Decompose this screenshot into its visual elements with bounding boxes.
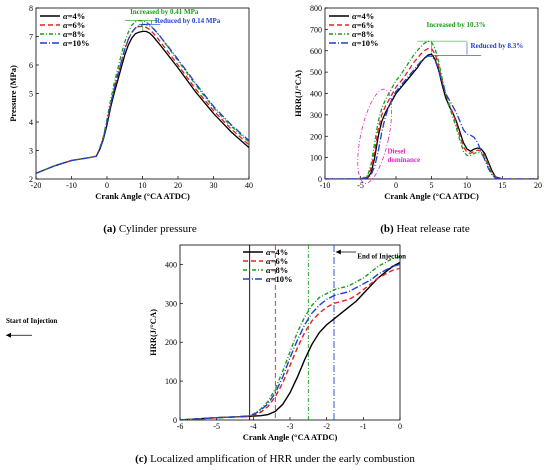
y-tick-label: 800 (310, 4, 322, 13)
x-tick-label: -4 (250, 422, 257, 431)
x-tick-label: 10 (463, 181, 471, 190)
y-tick-label: 7 (29, 33, 33, 42)
series-line-4 (36, 23, 249, 174)
y-axis-label: Pressure (MPa) (8, 65, 18, 122)
y-tick-label: 600 (310, 47, 322, 56)
x-tick-label: -1 (360, 422, 367, 431)
legend-entry: α=8% (266, 265, 288, 275)
legend-entry: α=8% (63, 29, 85, 39)
x-tick-label: -10 (320, 181, 331, 190)
caption-b: (b) Heat release rate (380, 223, 470, 235)
y-axis-label: HRR(J/°CA) (148, 309, 158, 356)
y-tick-label: 400 (165, 260, 177, 269)
x-tick-label: -10 (66, 181, 77, 190)
chart-a: -20 -10 0 10 20 30 40 2 3 4 5 6 7 8 Crank Angle (°CA A… (8, 4, 253, 235)
legend-entry: α=6% (63, 20, 85, 30)
x-tick-label: 15 (499, 181, 507, 190)
x-tick-label: -6 (177, 422, 184, 431)
x-tick-label: 10 (139, 181, 147, 190)
legend-entry: α=6% (352, 20, 374, 30)
annotation-increase: Increased by 0.41 MPa (130, 8, 199, 16)
y-tick-label: 200 (165, 338, 177, 347)
series-line-2 (325, 47, 538, 179)
y-tick-label: 100 (165, 377, 177, 386)
annotation-reduce: Reduced by 0.14 MPa (155, 17, 221, 25)
series-line-1 (36, 30, 249, 174)
series-line-1 (180, 261, 400, 420)
legend-entry: α=6% (266, 256, 288, 266)
annotation-end-injection: End of Injection (357, 253, 406, 261)
end-injection-arrowhead (335, 249, 341, 255)
y-tick-label: 2 (29, 175, 33, 184)
legend-entry: α=8% (352, 29, 374, 39)
caption-a: (a) Cylinder pressure (103, 223, 197, 235)
y-tick-label: 5 (29, 90, 33, 99)
y-tick-label: 3 (29, 147, 33, 156)
x-tick-label: -20 (31, 181, 42, 190)
x-tick-label: -5 (357, 181, 364, 190)
x-tick-label: -5 (213, 422, 220, 431)
series-line-4 (180, 263, 400, 420)
annotation-reduce: Reduced by 8.3% (471, 42, 524, 50)
series-line-3 (325, 40, 538, 179)
y-tick-label: 6 (29, 61, 33, 70)
x-axis-label: Crank Angle (°CA ATDC) (95, 191, 190, 201)
y-tick-label: 100 (310, 154, 322, 163)
start-injection-arrowhead (6, 332, 11, 338)
annotation-increase: Increased by 10.3% (427, 21, 486, 29)
y-axis-label: HRR(J/°CA) (293, 70, 303, 117)
series-line-4 (325, 55, 538, 179)
legend-entry: α=4% (266, 247, 288, 257)
x-tick-label: 5 (430, 181, 434, 190)
diesel-dominance-ellipse (357, 88, 393, 184)
x-tick-label: 0 (394, 181, 398, 190)
series-line-2 (36, 25, 249, 174)
y-tick-label: 0 (173, 416, 177, 425)
y-tick-label: 0 (318, 175, 322, 184)
x-tick-label: 20 (534, 181, 542, 190)
chart-b: -10 -5 0 5 10 15 200100200300400500600700800Cr… (293, 4, 542, 235)
y-tick-label: 500 (310, 68, 322, 77)
annotation-dominance: dominance (387, 156, 420, 164)
x-tick-label: -3 (287, 422, 294, 431)
y-tick-label: 400 (310, 90, 322, 99)
legend-entry: α=10% (63, 38, 90, 48)
x-tick-label: 40 (245, 181, 253, 190)
x-axis-label: Crank Angle (°CA ATDC) (243, 432, 338, 442)
y-tick-label: 8 (29, 4, 33, 13)
y-tick-label: 300 (165, 299, 177, 308)
legend-entry: α=4% (63, 11, 85, 21)
legend-entry: α=10% (352, 38, 379, 48)
x-axis-label: Crank Angle (°CA ATDC) (384, 191, 479, 201)
x-tick-label: -2 (323, 422, 330, 431)
annotation-diesel: Diesel (387, 147, 405, 155)
x-tick-label: 0 (105, 181, 109, 190)
annotation-start-injection: Start of Injection (6, 317, 57, 325)
x-tick-label: 20 (174, 181, 182, 190)
series-line-3 (180, 255, 400, 420)
x-tick-label: 0 (398, 422, 402, 431)
y-tick-label: 700 (310, 25, 322, 34)
caption-c: (c) Localized amplification of HRR under… (135, 453, 415, 465)
y-tick-label: 200 (310, 132, 322, 141)
y-tick-label: 4 (29, 118, 33, 127)
series-line-1 (325, 53, 538, 179)
series-line-2 (180, 267, 400, 420)
y-tick-label: 300 (310, 111, 322, 120)
legend-entry: α=10% (266, 274, 293, 284)
legend-entry: α=4% (352, 11, 374, 21)
series-line-3 (36, 19, 249, 174)
chart-c: -6 -5 -4 -3 -2 -1 0 0 100 200 300 400 Crank Angle (°… (6, 244, 415, 465)
x-tick-label: 30 (210, 181, 218, 190)
